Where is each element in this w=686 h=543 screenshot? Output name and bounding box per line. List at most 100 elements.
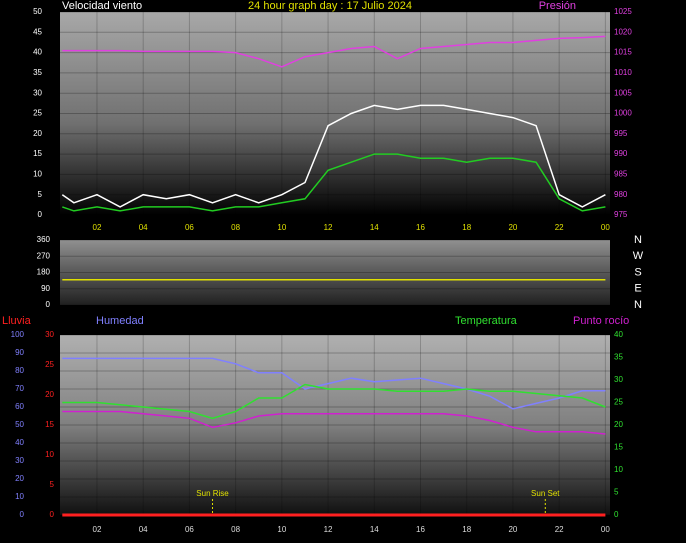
- y-tick-label: 980: [614, 190, 628, 199]
- x-tick-label: 22: [555, 525, 564, 534]
- y-tick-label: 1000: [614, 109, 632, 118]
- x-tick-label: 20: [508, 525, 517, 534]
- y-tick-label: 995: [614, 129, 628, 138]
- plot-area: [60, 240, 610, 305]
- x-tick-label: 06: [185, 525, 194, 534]
- y-tick-label: 10: [45, 450, 54, 459]
- y-tick-label: 975: [614, 210, 628, 219]
- y-tick-label: 40: [15, 438, 24, 447]
- series-line: [62, 357, 606, 410]
- y-tick-label: 35: [614, 353, 623, 362]
- x-tick-label: 14: [370, 525, 379, 534]
- y-tick-label: 15: [33, 149, 42, 158]
- y-tick-label: 5: [614, 488, 619, 497]
- y-tick-label: 10: [614, 465, 623, 474]
- y-tick-label: 1005: [614, 88, 632, 97]
- y-tick-label: 0: [614, 510, 619, 519]
- legend-label: Lluvia: [2, 315, 32, 327]
- y-tick-label: 0: [50, 510, 55, 519]
- y-tick-label: 0: [20, 510, 25, 519]
- y-tick-label: 360: [37, 235, 51, 244]
- y-tick-label: 985: [614, 170, 628, 179]
- x-tick-label: 18: [462, 525, 471, 534]
- y-tick-label: 20: [614, 420, 623, 429]
- x-tick-label: 00: [601, 525, 610, 534]
- x-tick-label: 04: [139, 223, 148, 232]
- y-tick-label: 270: [37, 251, 51, 260]
- x-tick-label: 06: [185, 223, 194, 232]
- x-tick-label: 12: [324, 525, 333, 534]
- x-tick-label: 12: [324, 223, 333, 232]
- chart-title: 24 hour graph day : 17 Julio 2024: [248, 0, 412, 12]
- series-line: [62, 153, 606, 212]
- x-tick-label: 16: [416, 223, 425, 232]
- x-tick-label: 22: [555, 223, 564, 232]
- y-tick-label: 90: [15, 348, 24, 357]
- plot-area: [60, 335, 610, 515]
- legend-label: Humedad: [96, 315, 144, 327]
- compass-label: N: [634, 234, 642, 246]
- y-tick-label: 180: [37, 268, 51, 277]
- compass-label: W: [633, 250, 644, 262]
- y-tick-label: 40: [614, 330, 623, 339]
- y-tick-label: 45: [33, 27, 42, 36]
- compass-label: N: [634, 299, 642, 311]
- axis-title: Presión: [539, 0, 576, 12]
- y-tick-label: 30: [614, 375, 623, 384]
- y-tick-label: 15: [614, 443, 623, 452]
- y-tick-label: 10: [15, 492, 24, 501]
- plot-area: [60, 12, 610, 215]
- y-tick-label: 60: [15, 402, 24, 411]
- x-tick-label: 20: [508, 223, 517, 232]
- y-tick-label: 20: [45, 390, 54, 399]
- axis-title: Velocidad viento: [62, 0, 142, 12]
- y-tick-label: 1015: [614, 48, 632, 57]
- y-tick-label: 25: [614, 398, 623, 407]
- legend-label: Temperatura: [455, 315, 518, 327]
- legend-label: Punto rocío: [573, 315, 629, 327]
- annotation: Sun Set: [531, 489, 560, 498]
- x-tick-label: 14: [370, 223, 379, 232]
- y-tick-label: 90: [41, 284, 50, 293]
- annotation: Sun Rise: [196, 489, 229, 498]
- x-tick-label: 00: [601, 223, 610, 232]
- series-line: [62, 35, 606, 68]
- x-tick-label: 02: [93, 223, 102, 232]
- x-tick-label: 10: [277, 223, 286, 232]
- y-tick-label: 40: [33, 48, 42, 57]
- series-line: [62, 383, 606, 420]
- y-tick-label: 30: [45, 330, 54, 339]
- x-tick-label: 16: [416, 525, 425, 534]
- y-tick-label: 20: [15, 474, 24, 483]
- x-tick-label: 08: [231, 525, 240, 534]
- y-tick-label: 30: [33, 88, 42, 97]
- y-tick-label: 15: [45, 420, 54, 429]
- y-tick-label: 25: [33, 109, 42, 118]
- y-tick-label: 10: [33, 170, 42, 179]
- y-tick-label: 1020: [614, 27, 632, 36]
- y-tick-label: 100: [11, 330, 25, 339]
- x-tick-label: 08: [231, 223, 240, 232]
- y-tick-label: 990: [614, 149, 628, 158]
- y-tick-label: 5: [38, 190, 43, 199]
- x-tick-label: 10: [277, 525, 286, 534]
- y-tick-label: 1025: [614, 7, 632, 16]
- y-tick-label: 35: [33, 68, 42, 77]
- y-tick-label: 50: [15, 420, 24, 429]
- y-tick-label: 25: [45, 360, 54, 369]
- y-tick-label: 70: [15, 384, 24, 393]
- y-tick-label: 50: [33, 7, 42, 16]
- x-tick-label: 02: [93, 525, 102, 534]
- y-tick-label: 20: [33, 129, 42, 138]
- y-tick-label: 5: [50, 480, 55, 489]
- compass-label: S: [634, 266, 641, 278]
- y-tick-label: 30: [15, 456, 24, 465]
- compass-label: E: [634, 283, 641, 295]
- series-line: [61, 104, 606, 208]
- x-tick-label: 18: [462, 223, 471, 232]
- y-tick-label: 0: [38, 210, 43, 219]
- series-line: [62, 410, 606, 435]
- y-tick-label: 80: [15, 366, 24, 375]
- y-tick-label: 1010: [614, 68, 632, 77]
